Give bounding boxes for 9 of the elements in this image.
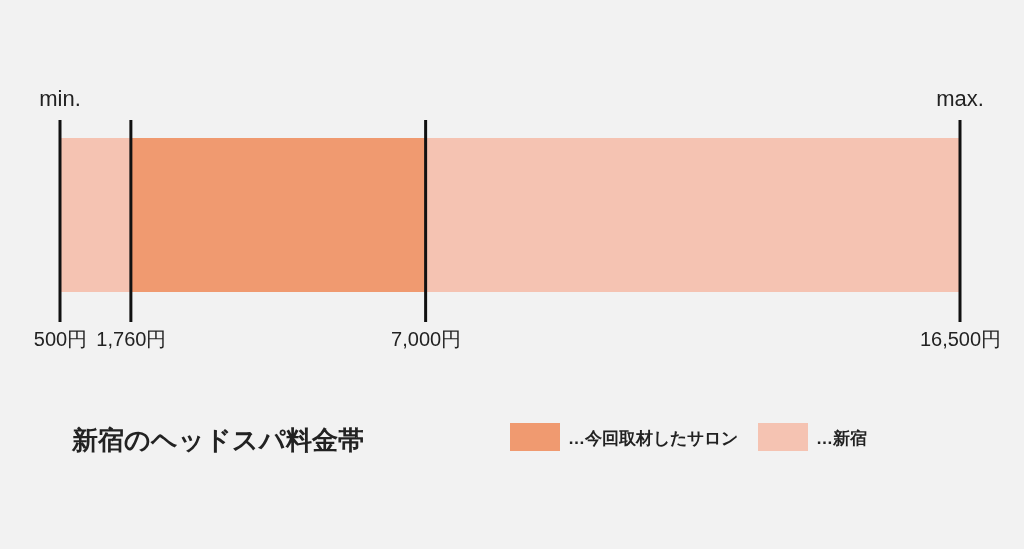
legend-label: …今回取材したサロン [568,429,738,448]
x-tick-label: 16,500円 [919,328,1002,351]
x-tick-label: 500円 [33,328,88,351]
x-tick-label: 1,760円 [96,328,167,351]
annotation: max. [936,86,984,111]
annotation: min. [39,86,81,111]
text: 新宿のヘッドスパ料金帯 [71,425,364,455]
x-tick-label: 7,000円 [391,328,462,351]
legend-label: …新宿 [816,429,867,448]
